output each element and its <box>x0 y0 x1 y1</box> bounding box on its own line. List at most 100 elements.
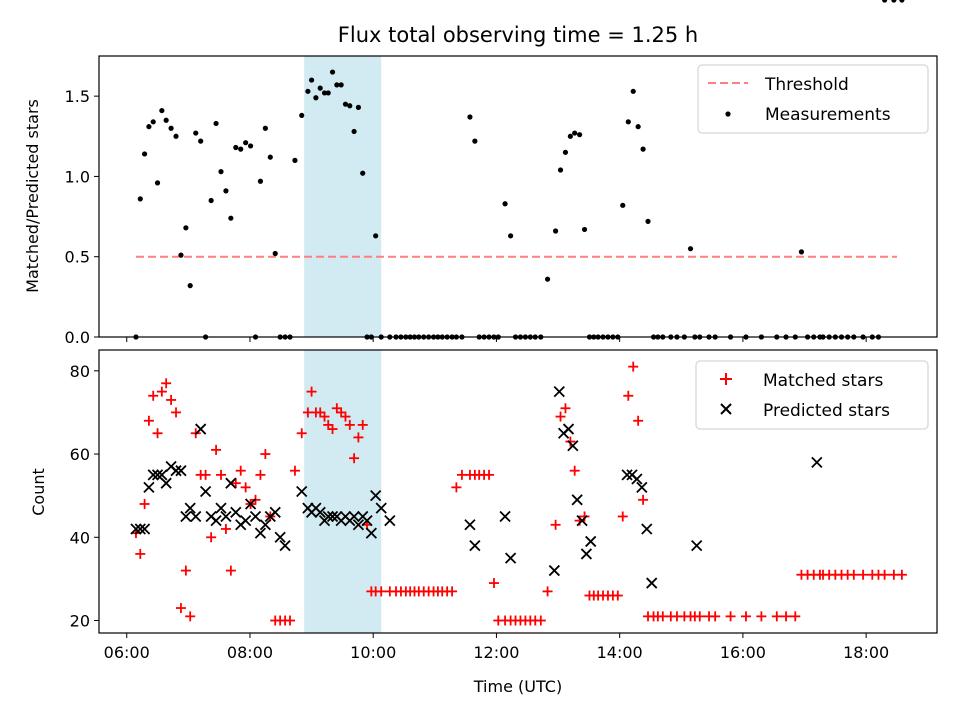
measurement-point <box>577 132 583 138</box>
matched-star-marker <box>790 611 801 622</box>
matched-star-marker <box>542 586 553 597</box>
measurement-point <box>544 276 551 282</box>
predicted-star-marker <box>631 473 643 485</box>
measurement-point <box>198 138 204 144</box>
measurement-point <box>146 124 152 130</box>
predicted-star-marker <box>576 514 588 527</box>
bottom-y-axis-label: Count <box>29 468 48 516</box>
matched-star-marker <box>694 611 705 622</box>
measurement-point <box>208 197 214 204</box>
measurement-point <box>213 120 219 127</box>
predicted-star-marker <box>254 527 267 539</box>
matched-star-marker <box>781 611 792 622</box>
matched-star-marker <box>340 411 351 422</box>
y-tick-label: 80 <box>70 362 90 381</box>
legend-predicted-swatch <box>720 403 732 415</box>
matched-star-marker <box>185 611 196 622</box>
y-tick-label: 1.5 <box>65 87 90 106</box>
measurement-point <box>163 117 169 123</box>
matched-star-marker <box>357 419 368 430</box>
predicted-star-marker <box>370 490 382 502</box>
matched-star-marker <box>285 615 296 626</box>
x-tick-label: 08:00 <box>227 643 273 662</box>
measurement-point <box>899 0 905 3</box>
measurement-point <box>193 130 199 136</box>
measurement-point <box>581 226 588 233</box>
legend-measurements-label: Measurements <box>765 105 891 125</box>
matched-star-marker <box>171 407 182 418</box>
measurement-point <box>635 124 641 130</box>
predicted-star-marker <box>375 502 387 514</box>
matched-star-marker <box>488 578 499 589</box>
matched-star-marker <box>289 465 300 476</box>
top-x-ticks <box>126 337 867 342</box>
measurement-point <box>228 215 234 221</box>
predicted-star-marker <box>548 564 560 577</box>
legend-threshold-label: Threshold <box>764 75 849 95</box>
predicted-star-marker <box>585 535 597 548</box>
measurement-point <box>257 178 264 184</box>
matched-star-marker <box>725 611 736 622</box>
measurements-points <box>133 0 905 340</box>
legend-matched-swatch <box>720 373 732 385</box>
measurement-point <box>640 146 646 152</box>
matched-star-marker <box>225 565 236 576</box>
x-tick-label: 14:00 <box>597 643 643 662</box>
measurement-point <box>334 82 340 88</box>
predicted-star-marker <box>225 477 237 489</box>
measurement-point <box>178 252 184 258</box>
y-tick-label: 1.0 <box>65 167 90 186</box>
measurement-point <box>247 143 254 149</box>
legend-measurements-swatch <box>725 111 731 117</box>
measurement-point <box>183 225 189 231</box>
predicted-star-marker <box>361 514 373 527</box>
predicted-star-marker <box>130 523 142 535</box>
predicted-star-marker <box>274 531 286 543</box>
predicted-star-marker <box>184 502 196 514</box>
top-legend: Threshold Measurements <box>697 64 929 134</box>
measurement-point <box>625 119 631 125</box>
x-axis-label: Time (UTC) <box>473 677 562 696</box>
matched-star-marker <box>555 411 566 422</box>
predicted-star-marker <box>562 423 575 435</box>
predicted-star-marker <box>170 465 182 477</box>
predicted-star-marker <box>469 539 481 552</box>
bottom-axes-frame <box>98 349 938 634</box>
matched-star-marker <box>166 394 177 405</box>
predicted-star-marker <box>244 498 257 510</box>
measurement-point <box>325 90 331 96</box>
predicted-stars-points <box>130 385 823 589</box>
measurement-point <box>472 138 478 144</box>
matched-star-marker <box>612 590 623 601</box>
predicted-star-marker <box>230 506 242 518</box>
matched-star-marker <box>623 390 634 401</box>
x-tick-label: 16:00 <box>720 643 766 662</box>
matched-star-marker <box>565 436 576 447</box>
matched-star-marker <box>484 469 495 480</box>
predicted-star-marker <box>571 494 583 506</box>
measurement-point <box>552 228 559 234</box>
predicted-star-marker <box>151 469 164 481</box>
bottom-y-ticks: 20 40 60 80 <box>70 362 99 631</box>
measurement-point <box>882 0 888 3</box>
predicted-star-marker <box>199 485 212 498</box>
matched-star-marker <box>451 482 462 493</box>
matched-star-marker <box>180 565 191 576</box>
measurement-point <box>173 133 179 139</box>
predicted-star-marker <box>210 514 222 527</box>
measurement-point <box>329 69 336 75</box>
bottom-legend-box <box>695 360 929 430</box>
predicted-star-marker <box>269 506 281 518</box>
matched-star-marker <box>240 482 251 493</box>
matched-star-marker <box>306 386 317 397</box>
measurement-point <box>243 140 249 146</box>
measurement-point <box>630 88 636 94</box>
matched-star-marker <box>296 428 307 439</box>
measurement-point <box>557 167 564 173</box>
measurement-point <box>891 0 897 3</box>
measurement-point <box>267 154 273 160</box>
measurement-point <box>238 146 244 152</box>
top-axes-frame <box>98 55 938 338</box>
matched-star-marker <box>617 511 628 522</box>
